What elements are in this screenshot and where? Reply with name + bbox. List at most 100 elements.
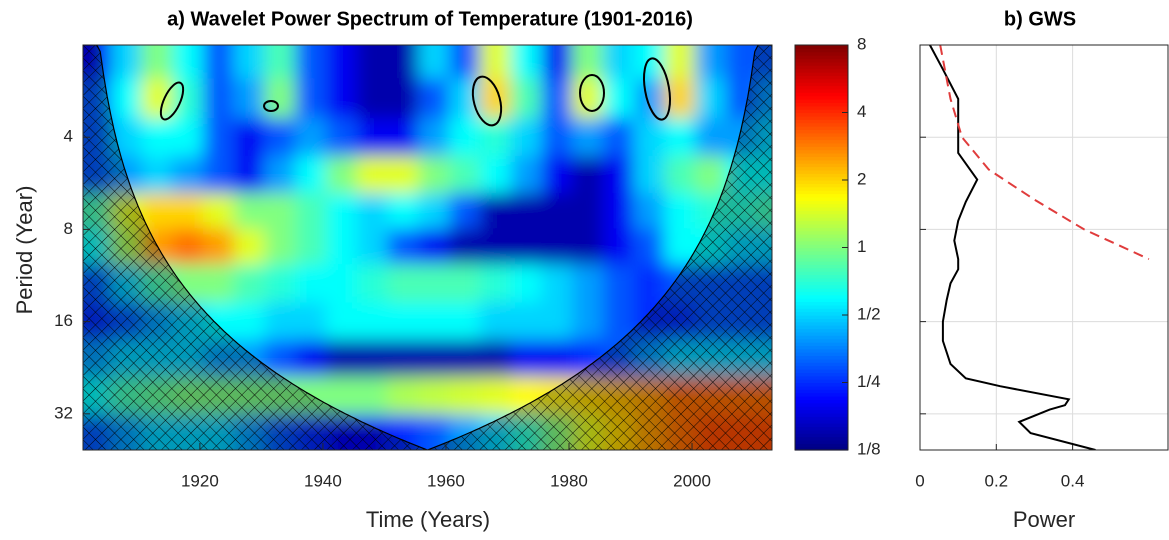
colorbar-swatch: [795, 78, 848, 83]
colorbar-swatch: [795, 65, 848, 70]
heatmap-cell: [233, 155, 265, 194]
heatmap-cell: [325, 339, 358, 378]
heatmap-cell: [479, 264, 512, 303]
colorbar-swatch: [795, 119, 848, 124]
colorbar-swatch: [795, 412, 848, 417]
heatmap-cell: [295, 302, 327, 341]
coi-line: [83, 45, 772, 450]
colorbar-swatch: [795, 136, 848, 141]
heatmap-cell: [572, 193, 604, 229]
colorbar-swatch: [795, 149, 848, 154]
colorbar-swatch: [795, 365, 848, 370]
heatmap-cell: [356, 264, 389, 303]
heatmap-cell: [449, 339, 481, 378]
heatmap-cell: [387, 302, 419, 341]
heatmap-cell: [479, 376, 512, 416]
heatmap-cell: [387, 118, 419, 157]
heatmap-cell: [449, 264, 481, 303]
heatmap-cell: [695, 155, 727, 194]
colorbar-swatch: [795, 95, 848, 100]
heatmap-cell: [202, 78, 235, 119]
colorbar-swatch: [795, 220, 848, 225]
colorbar-swatch: [795, 82, 848, 87]
heatmap-cell: [695, 45, 727, 79]
colorbar-swatch: [795, 345, 848, 350]
colorbar-swatch: [795, 267, 848, 272]
heatmap-cell: [418, 45, 450, 79]
heatmap-cell: [449, 78, 481, 119]
colorbar-swatch: [795, 396, 848, 400]
colorbar-tick-label: 8: [857, 34, 866, 53]
plot-frame: [919, 44, 1169, 451]
colorbar: 8 4 2 1 1/2 1/4 1/8: [795, 34, 881, 458]
colorbar-swatch: [795, 159, 848, 164]
heatmap-cell: [356, 376, 389, 416]
colorbar-swatch: [795, 348, 848, 353]
colorbar-swatch: [795, 153, 848, 157]
heatmap-cell: [295, 78, 327, 119]
x-tick-label: 1920: [181, 471, 219, 490]
heatmap-cell: [602, 228, 635, 265]
heatmap-cell: [387, 228, 419, 265]
heatmap-cell: [325, 155, 358, 194]
colorbar-tick-label: 1/2: [857, 304, 881, 323]
heatmap-cell: [449, 118, 481, 157]
heatmap-cell: [387, 78, 419, 119]
heatmap-cell: [418, 118, 450, 157]
colorbar-swatch: [795, 328, 848, 333]
lines: [929, 45, 1150, 450]
heatmap-cell: [325, 228, 358, 265]
heatmap-cell: [141, 78, 173, 119]
colorbar-frame: [794, 44, 849, 451]
y-axis-label: Period (Year): [12, 186, 37, 315]
colorbar-swatch: [795, 109, 848, 114]
colorbar-swatch: [795, 45, 848, 49]
heatmap-cell: [233, 45, 265, 79]
heatmap-cell: [110, 45, 142, 79]
heatmap-cell: [541, 193, 573, 229]
colorbar-swatch: [795, 389, 848, 394]
heatmap-cell: [295, 118, 327, 157]
colorbar-swatch: [795, 68, 848, 73]
heatmap-cell: [233, 193, 265, 229]
x-tick-label: 0: [915, 471, 924, 490]
cone-of-influence: [83, 45, 772, 450]
heatmap-cell: [172, 193, 204, 229]
colorbar-tick-label: 2: [857, 169, 866, 188]
heatmap-cell: [110, 78, 142, 119]
colorbar-swatch: [795, 105, 848, 110]
heatmap-cell: [202, 155, 235, 194]
heatmap-cell: [325, 193, 358, 229]
colorbar-swatch: [795, 321, 848, 326]
colorbar-swatch: [795, 443, 848, 448]
heatmap-cell: [356, 302, 389, 341]
colorbar-swatch: [795, 72, 848, 76]
chart-title: a) Wavelet Power Spectrum of Temperature…: [167, 8, 693, 30]
colorbar-swatch: [795, 385, 848, 390]
colorbar-swatch: [795, 203, 848, 208]
heatmap-cell: [325, 45, 358, 79]
colorbar-swatch: [795, 156, 848, 161]
colorbar-swatch: [795, 294, 848, 299]
colorbar-swatch: [795, 281, 848, 286]
significance-contour: [159, 81, 185, 121]
heatmap-cell: [233, 118, 265, 157]
heatmap-cell: [418, 302, 450, 341]
heatmap-cell: [295, 155, 327, 194]
colorbar-swatch: [795, 446, 848, 451]
colorbar-swatch: [795, 139, 848, 144]
x-tick-label: 2000: [673, 471, 711, 490]
colorbar-swatch: [795, 379, 848, 384]
heatmap-cell: [541, 339, 573, 378]
heatmap-cell: [479, 228, 512, 265]
colorbar-swatch: [795, 112, 848, 117]
heatmap-cell: [449, 155, 481, 194]
heatmap-cell: [172, 155, 204, 194]
x-tick-label: 1960: [427, 471, 465, 490]
heatmap-cell: [572, 45, 604, 79]
colorbar-swatch: [795, 409, 848, 414]
colorbar-swatch: [795, 284, 848, 289]
colorbar-swatch: [795, 325, 848, 330]
heatmap-cell: [510, 118, 542, 157]
colorbar-swatch: [795, 126, 848, 130]
